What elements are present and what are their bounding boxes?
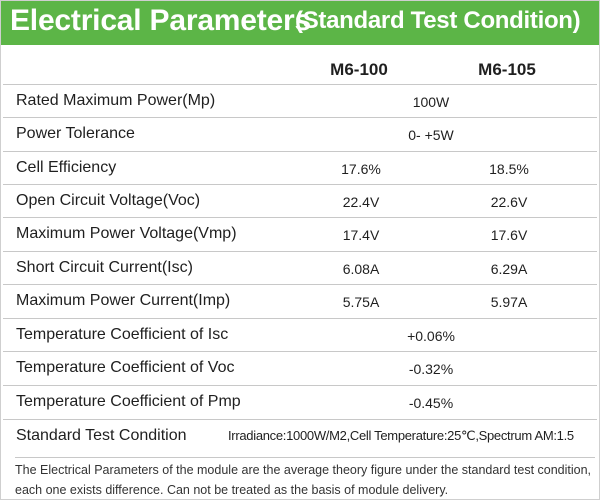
header-bar: Electrical Parameters (Standard Test Con… xyxy=(1,1,599,45)
row-value-m6-105: 6.29A xyxy=(490,261,528,277)
row-value-m6-100: 17.6% xyxy=(341,161,381,177)
row-label: Standard Test Condition xyxy=(16,427,187,444)
column-header-m6-105: M6-105 xyxy=(478,60,536,79)
footnote-line: The Electrical Parameters of the module … xyxy=(15,463,592,477)
table-row: Temperature Coefficient of Pmp -0.45% xyxy=(3,385,597,419)
row-value-m6-100: 6.08A xyxy=(342,261,380,277)
row-value-m6-105: 22.6V xyxy=(490,194,528,210)
page-title: Electrical Parameters xyxy=(10,4,312,37)
row-value-m6-100: 5.75A xyxy=(342,294,380,310)
row-label: Maximum Power Voltage(Vmp) xyxy=(16,225,237,242)
table-row: Power Tolerance 0- +5W xyxy=(3,117,597,151)
row-value-m6-100: 17.4V xyxy=(342,227,380,243)
row-label: Maximum Power Current(Imp) xyxy=(16,292,231,309)
table-row: Temperature Coefficient of Isc +0.06% xyxy=(3,318,597,352)
row-value-m6-105: 5.97A xyxy=(490,294,528,310)
table-row: Cell Efficiency 17.6% 18.5% xyxy=(3,151,597,185)
row-value-m6-100: 22.4V xyxy=(342,194,380,210)
row-value-shared: +0.06% xyxy=(407,328,455,344)
table-row: Standard Test Condition Irradiance:1000W… xyxy=(3,419,597,453)
column-header-m6-100: M6-100 xyxy=(330,60,388,79)
row-value-shared: 100W xyxy=(412,94,450,110)
row-label: Power Tolerance xyxy=(16,125,135,142)
page-subtitle: (Standard Test Condition) xyxy=(295,7,581,34)
row-value-shared: -0.45% xyxy=(408,395,454,411)
row-label: Open Circuit Voltage(Voc) xyxy=(16,192,201,209)
table-row: Maximum Power Voltage(Vmp) 17.4V 17.6V xyxy=(3,217,597,251)
test-condition-value: Irradiance:1000W/M2,Cell Temperature:25℃… xyxy=(228,428,574,443)
row-value-m6-105: 18.5% xyxy=(489,161,529,177)
row-value-shared: -0.32% xyxy=(408,361,454,377)
footnote-line: each one exists difference. Can not be t… xyxy=(15,483,449,497)
row-value-m6-105: 17.6V xyxy=(490,227,528,243)
table-row: Rated Maximum Power(Mp) 100W xyxy=(3,84,597,118)
table-row: Maximum Power Current(Imp) 5.75A 5.97A xyxy=(3,284,597,318)
row-value-shared: 0- +5W xyxy=(408,127,454,143)
row-label: Temperature Coefficient of Voc xyxy=(16,359,235,376)
row-label: Rated Maximum Power(Mp) xyxy=(16,92,216,109)
table-row: Temperature Coefficient of Voc -0.32% xyxy=(3,351,597,385)
row-label: Short Circuit Current(Isc) xyxy=(16,259,193,276)
row-label: Temperature Coefficient of Pmp xyxy=(16,393,241,410)
footnote: The Electrical Parameters of the module … xyxy=(15,457,595,500)
table-row: Open Circuit Voltage(Voc) 22.4V 22.6V xyxy=(3,184,597,218)
table-row: Short Circuit Current(Isc) 6.08A 6.29A xyxy=(3,251,597,285)
row-label: Cell Efficiency xyxy=(16,159,117,176)
row-label: Temperature Coefficient of Isc xyxy=(16,326,229,343)
